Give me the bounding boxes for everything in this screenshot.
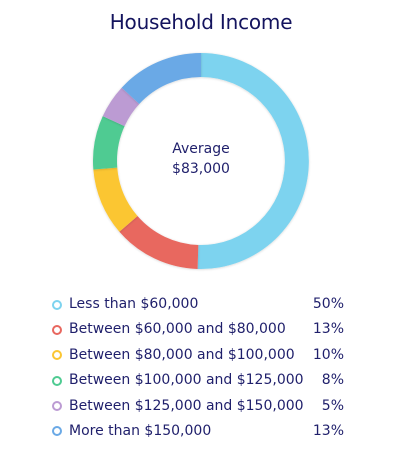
legend-label: Between $60,000 and $80,000 — [69, 321, 286, 338]
donut-slice-2[interactable] — [119, 216, 199, 269]
legend-label: Between $100,000 and $125,000 — [69, 372, 304, 389]
donut-slices — [93, 53, 309, 269]
legend-marker-icon — [52, 350, 62, 361]
average-label: Average $83,000 — [151, 139, 251, 179]
legend-item[interactable]: Between $80,000 and $100,000 10% — [52, 343, 352, 368]
donut-slice-4[interactable] — [93, 116, 125, 170]
legend-item[interactable]: Between $60,000 and $80,000 13% — [52, 317, 352, 342]
legend-marker-icon — [52, 299, 62, 310]
legend-value: 5% — [321, 397, 344, 414]
average-caption: Average — [172, 141, 230, 157]
donut-slice-1[interactable] — [197, 53, 309, 269]
donut-slice-6[interactable] — [121, 53, 201, 105]
legend-item[interactable]: Between $100,000 and $125,000 8% — [52, 368, 352, 393]
legend-item[interactable]: Between $125,000 and $150,000 5% — [52, 394, 352, 419]
donut-svg — [93, 53, 309, 269]
chart-title: Household Income — [109, 10, 293, 34]
legend-value: 8% — [321, 372, 344, 389]
legend-marker-icon — [52, 401, 62, 412]
legend-marker-icon — [52, 426, 62, 437]
legend-label: Less than $60,000 — [69, 296, 199, 312]
legend-marker-icon — [52, 375, 62, 386]
legend-item[interactable]: More than $150,000 13% — [52, 419, 352, 444]
donut-slice-5[interactable] — [102, 87, 140, 127]
legend-value: 13% — [312, 321, 344, 338]
legend-item[interactable]: Less than $60,000 50% — [52, 292, 352, 317]
donut-chart: Average $83,000 — [93, 53, 309, 269]
legend-label: Between $125,000 and $150,000 — [69, 397, 304, 414]
legend-value: 13% — [312, 422, 344, 439]
chart-legend: Less than $60,000 50% Between $60,000 and … — [52, 292, 352, 444]
legend-value: 50% — [312, 296, 344, 312]
legend-marker-icon — [52, 324, 62, 335]
donut-slice-3[interactable] — [93, 167, 138, 232]
average-value: $83,000 — [172, 161, 230, 177]
legend-value: 10% — [312, 346, 344, 363]
legend-label: More than $150,000 — [69, 422, 212, 439]
legend-label: Between $80,000 and $100,000 — [69, 346, 295, 363]
